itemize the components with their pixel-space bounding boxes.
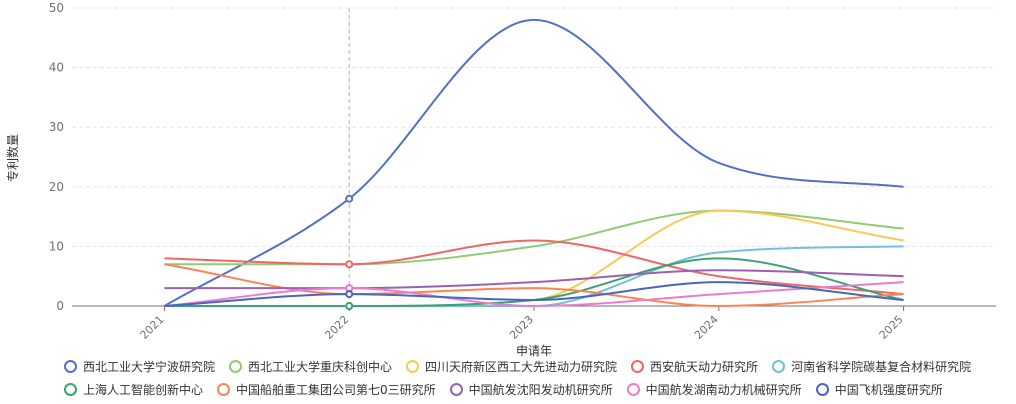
data-point[interactable]: [345, 302, 354, 310]
y-tick-label: 0: [56, 299, 64, 313]
legend-label: 中国航发沈阳发动机研究所: [468, 383, 613, 397]
legend-label: 西北工业大学宁波研究院: [83, 360, 216, 374]
legend-item[interactable]: 西北工业大学宁波研究院: [64, 358, 215, 375]
legend-label: 中国船舶重工集团公司第七0三研究所: [236, 383, 436, 397]
x-axis-title: 申请年: [516, 344, 552, 358]
data-point[interactable]: [345, 194, 354, 203]
legend-item[interactable]: 四川天府新区西工大先进动力研究院: [406, 358, 617, 375]
legend-label: 四川天府新区西工大先进动力研究院: [425, 360, 618, 374]
legend-item[interactable]: 中国航发湖南动力机械研究所: [626, 381, 802, 398]
x-tick-label: 2023: [507, 313, 536, 342]
legend-marker-icon: [626, 383, 640, 396]
legend-label: 西北工业大学重庆科创中心: [248, 360, 393, 374]
legend-marker-icon: [64, 383, 77, 396]
legend-marker-icon: [229, 360, 243, 373]
series-line-8[interactable]: [164, 269, 904, 290]
legend-item[interactable]: 中国航发沈阳发动机研究所: [449, 381, 613, 398]
legend-item[interactable]: 中国船舶重工集团公司第七0三研究所: [217, 381, 436, 398]
legend-item[interactable]: 中国飞机强度研究所: [815, 381, 943, 398]
x-tick-label: 2021: [138, 313, 167, 342]
series-line-2[interactable]: [164, 209, 904, 266]
series-line-4[interactable]: [164, 239, 904, 296]
legend-label: 河南省科学院碳基复合材料研究院: [791, 360, 972, 374]
series-line-7[interactable]: [164, 263, 904, 308]
legend-marker-icon: [631, 360, 645, 373]
y-tick-label: 10: [49, 239, 64, 253]
y-axis-title: 专利数量: [5, 134, 20, 182]
legend-item[interactable]: 西安航天动力研究所: [631, 358, 758, 375]
legend-label: 上海人工智能创新中心: [83, 383, 204, 397]
legend-marker-icon: [64, 360, 77, 373]
legend-marker-icon: [406, 360, 420, 373]
highlight-markers: [345, 194, 354, 310]
data-point[interactable]: [345, 260, 354, 269]
series-line-3[interactable]: [164, 209, 904, 308]
legend-marker-icon: [815, 383, 829, 396]
legend-marker-icon: [772, 360, 786, 373]
y-tick-label: 50: [49, 1, 64, 15]
y-tick-label: 20: [49, 180, 64, 194]
y-tick-label: 40: [49, 61, 64, 75]
x-tick-label: 2025: [877, 313, 906, 342]
legend-item[interactable]: 河南省科学院碳基复合材料研究院: [772, 358, 971, 375]
x-tick-label: 2024: [692, 313, 721, 342]
legend-label: 中国飞机强度研究所: [834, 383, 943, 397]
series-line-10[interactable]: [164, 281, 904, 307]
x-tick-label: 2022: [322, 313, 351, 342]
y-tick-label: 30: [49, 120, 64, 134]
legend-label: 西安航天动力研究所: [650, 360, 759, 374]
legend-marker-icon: [217, 383, 231, 396]
series-lines: [163, 18, 904, 308]
data-point[interactable]: [345, 290, 354, 299]
series-line-9[interactable]: [164, 281, 904, 308]
legend-item[interactable]: 上海人工智能创新中心: [64, 381, 203, 398]
legend-item[interactable]: 西北工业大学重庆科创中心: [229, 358, 392, 375]
series-line-1[interactable]: [163, 18, 904, 307]
grid-lines: [72, 7, 996, 306]
legend-marker-icon: [449, 383, 463, 396]
legend: 西北工业大学宁波研究院 西北工业大学重庆科创中心 四川天府新区西工大先进动力研究院 西…: [64, 358, 994, 398]
legend-label: 中国航发湖南动力机械研究所: [645, 383, 802, 397]
